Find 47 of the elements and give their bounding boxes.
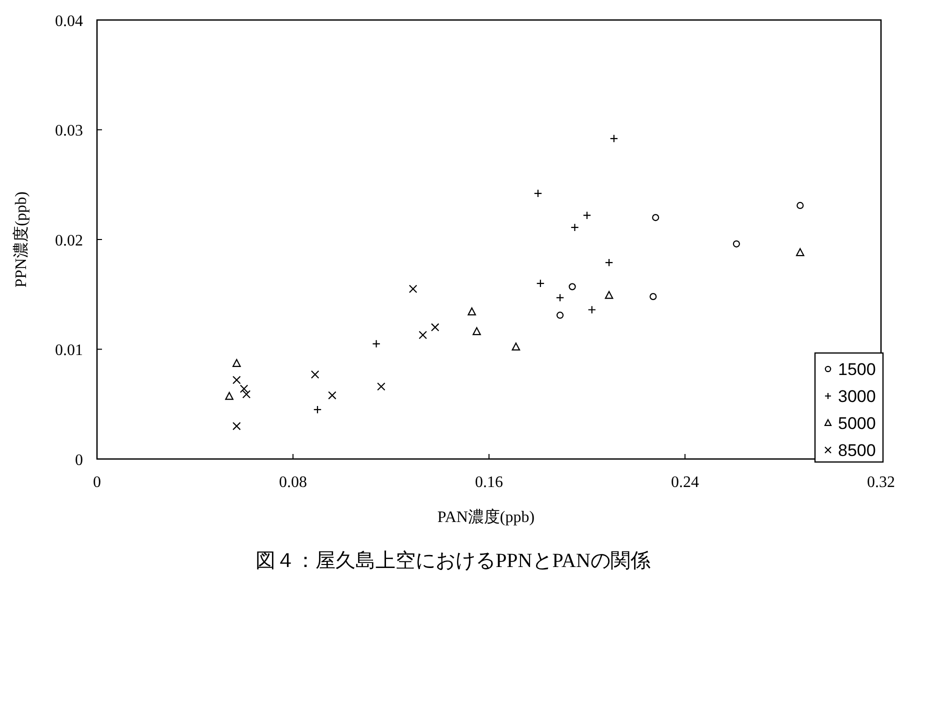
x-tick-label: 0 [93, 474, 101, 491]
x-tick-label: 0.08 [279, 474, 307, 491]
point [604, 258, 614, 267]
legend-label: 8500 [838, 441, 876, 460]
point [408, 284, 418, 294]
point [430, 323, 440, 332]
legend-label: 3000 [838, 387, 876, 406]
point [313, 405, 322, 414]
point [534, 189, 542, 198]
point [536, 279, 545, 288]
point [610, 134, 618, 143]
legend-label: 1500 [838, 360, 876, 380]
point [568, 283, 576, 290]
point [556, 294, 564, 302]
x-axis-title: PAN濃度(ppb) [437, 508, 535, 526]
text: 図４：屋久島上空におけるPPNとPANの関係 [256, 550, 650, 572]
point [652, 214, 660, 222]
point [556, 312, 564, 319]
y-tick-label: 0.02 [55, 232, 83, 250]
point [242, 390, 251, 398]
x-tick-label: 0.24 [671, 474, 699, 491]
point [472, 327, 481, 336]
y-tick-label: 0.01 [55, 342, 83, 360]
x-tick-label: 0.16 [475, 474, 503, 491]
point [468, 307, 476, 316]
point [796, 248, 804, 256]
point [650, 293, 657, 300]
point [232, 422, 241, 430]
legend-label: 5000 [838, 414, 876, 434]
point [225, 392, 234, 400]
y-tick-label: 0 [75, 452, 83, 469]
y-axis-title: PPN濃度(ppb) [12, 191, 30, 288]
point [512, 342, 520, 350]
y-tick-label: 0.03 [55, 122, 83, 140]
point [328, 391, 336, 400]
x-tick-label: 0.32 [867, 474, 895, 491]
y-tick-label: 0.04 [55, 12, 83, 30]
point [732, 240, 740, 248]
point [377, 382, 386, 391]
point [232, 376, 241, 384]
point [232, 359, 241, 367]
point [240, 384, 248, 393]
point [604, 290, 614, 299]
point [310, 370, 320, 379]
point [796, 202, 804, 210]
point [582, 211, 592, 220]
point [418, 330, 427, 340]
